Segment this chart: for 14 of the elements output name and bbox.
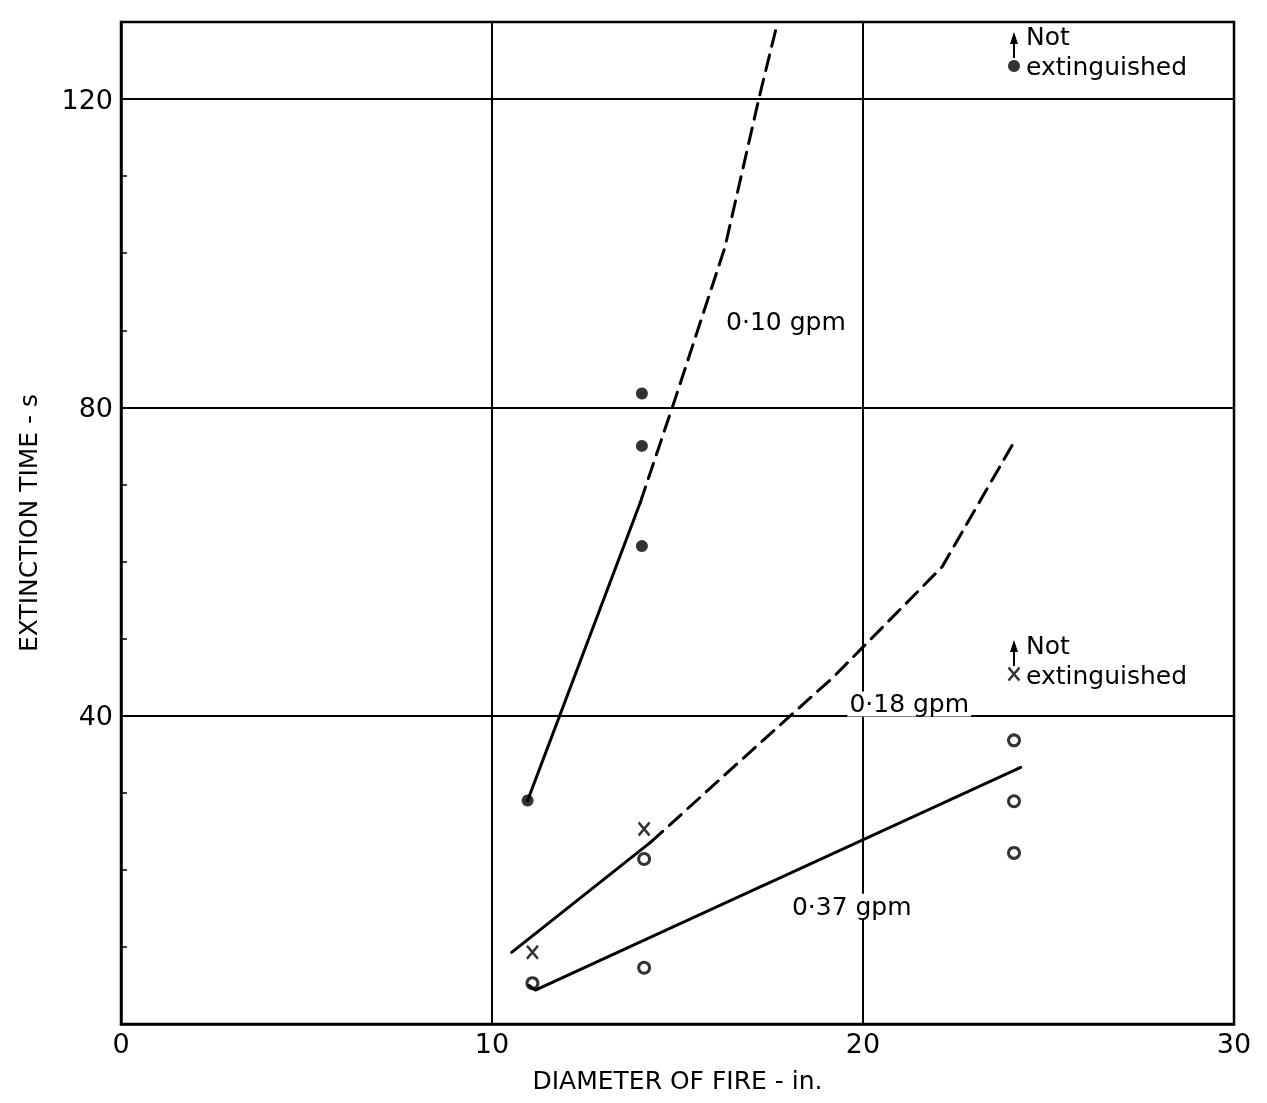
x-tick-label: 20 bbox=[845, 1028, 881, 1059]
x-axis-title: DIAMETER OF FIRE - in. bbox=[532, 1066, 823, 1095]
x-tick-label: 30 bbox=[1216, 1028, 1252, 1059]
y-tick-label: 80 bbox=[78, 391, 113, 423]
annotation: Not extinguished bbox=[1026, 630, 1188, 690]
series-label: 0·37 gpm bbox=[791, 891, 912, 921]
x-tick-label: 10 bbox=[474, 1028, 510, 1059]
series-label: 0·18 gpm bbox=[849, 689, 970, 719]
x-tick-label: 0 bbox=[112, 1028, 130, 1059]
annotation: Not extinguished bbox=[1026, 22, 1188, 82]
y-tick-label: 120 bbox=[61, 83, 113, 115]
series-label: 0·10 gpm bbox=[726, 307, 846, 337]
y-tick-label: 40 bbox=[78, 700, 113, 732]
y-axis-title: EXTINCTION TIME - s bbox=[14, 393, 43, 653]
